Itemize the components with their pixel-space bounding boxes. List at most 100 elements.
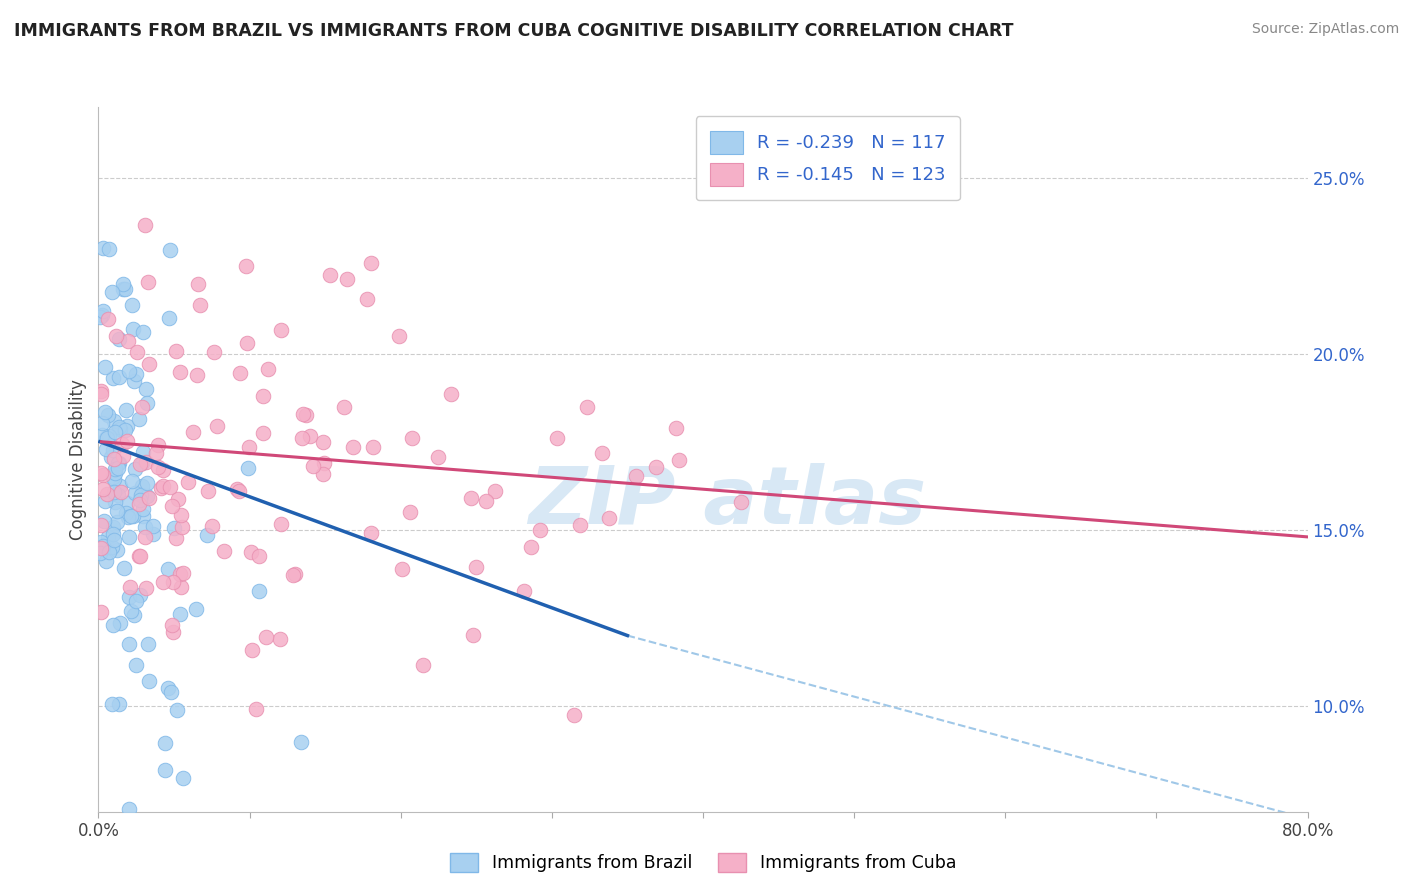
Point — [257, 361, 280, 376]
Point — [97, 545, 120, 559]
Point — [290, 735, 312, 749]
Point — [124, 485, 146, 500]
Point — [111, 436, 134, 450]
Point — [242, 643, 264, 657]
Point — [129, 493, 152, 508]
Point — [98, 242, 121, 256]
Point — [247, 584, 270, 599]
Point — [145, 446, 167, 460]
Point — [107, 332, 129, 346]
Point — [202, 345, 225, 359]
Point — [160, 500, 183, 514]
Point — [239, 545, 262, 559]
Point — [138, 357, 160, 371]
Point — [128, 549, 150, 563]
Point — [562, 708, 585, 723]
Point — [90, 517, 112, 532]
Point — [107, 460, 129, 475]
Point — [94, 360, 117, 375]
Point — [460, 491, 482, 506]
Point — [110, 479, 132, 493]
Point — [228, 484, 250, 499]
Point — [108, 697, 131, 711]
Point — [197, 528, 219, 542]
Point — [105, 516, 128, 530]
Point — [114, 423, 136, 437]
Point — [291, 431, 314, 445]
Point — [238, 440, 260, 454]
Point — [114, 403, 136, 417]
Legend: Immigrants from Brazil, Immigrants from Cuba: Immigrants from Brazil, Immigrants from … — [443, 846, 963, 879]
Point — [91, 241, 114, 255]
Point — [401, 431, 423, 445]
Point — [135, 489, 157, 503]
Point — [132, 501, 155, 516]
Point — [103, 472, 125, 486]
Point — [138, 491, 160, 506]
Point — [98, 429, 121, 443]
Point — [361, 441, 384, 455]
Text: IMMIGRANTS FROM BRAZIL VS IMMIGRANTS FROM CUBA COGNITIVE DISABILITY CORRELATION : IMMIGRANTS FROM BRAZIL VS IMMIGRANTS FRO… — [14, 22, 1014, 40]
Point — [294, 409, 316, 423]
Point — [319, 268, 342, 283]
Point — [118, 590, 141, 604]
Point — [591, 446, 613, 460]
Point — [529, 523, 551, 537]
Point — [129, 588, 152, 602]
Point — [110, 485, 132, 500]
Point — [131, 401, 153, 415]
Point — [129, 488, 152, 502]
Point — [125, 367, 148, 381]
Point — [129, 458, 152, 472]
Point — [90, 541, 112, 556]
Point — [177, 475, 200, 490]
Point — [575, 400, 598, 414]
Point — [665, 421, 688, 435]
Point — [100, 540, 122, 554]
Point — [91, 304, 114, 318]
Point — [214, 543, 236, 558]
Point — [624, 468, 647, 483]
Point — [360, 256, 382, 270]
Point — [97, 312, 120, 326]
Point — [121, 297, 143, 311]
Point — [165, 343, 187, 358]
Point — [162, 624, 184, 639]
Point — [412, 658, 434, 673]
Point — [162, 575, 184, 590]
Point — [103, 485, 125, 500]
Point — [90, 384, 112, 398]
Point — [101, 526, 124, 541]
Point — [201, 519, 224, 533]
Point — [136, 395, 159, 409]
Point — [118, 364, 141, 378]
Point — [152, 574, 174, 589]
Point — [115, 496, 138, 510]
Point — [247, 549, 270, 563]
Point — [97, 530, 120, 544]
Point — [128, 497, 150, 511]
Point — [105, 543, 128, 558]
Point — [120, 604, 142, 618]
Point — [91, 416, 114, 430]
Point — [91, 540, 114, 554]
Point — [668, 453, 690, 467]
Point — [134, 218, 156, 232]
Point — [108, 420, 131, 434]
Point — [125, 344, 148, 359]
Point — [108, 369, 131, 384]
Point — [169, 567, 191, 582]
Point — [169, 365, 191, 379]
Point — [172, 566, 194, 581]
Point — [236, 461, 259, 475]
Point — [104, 425, 127, 439]
Point — [118, 637, 141, 651]
Point — [252, 425, 274, 440]
Point — [235, 259, 257, 273]
Point — [128, 549, 150, 564]
Point — [388, 329, 411, 343]
Point — [336, 272, 359, 286]
Point — [159, 244, 181, 258]
Point — [229, 366, 252, 380]
Point — [157, 681, 180, 696]
